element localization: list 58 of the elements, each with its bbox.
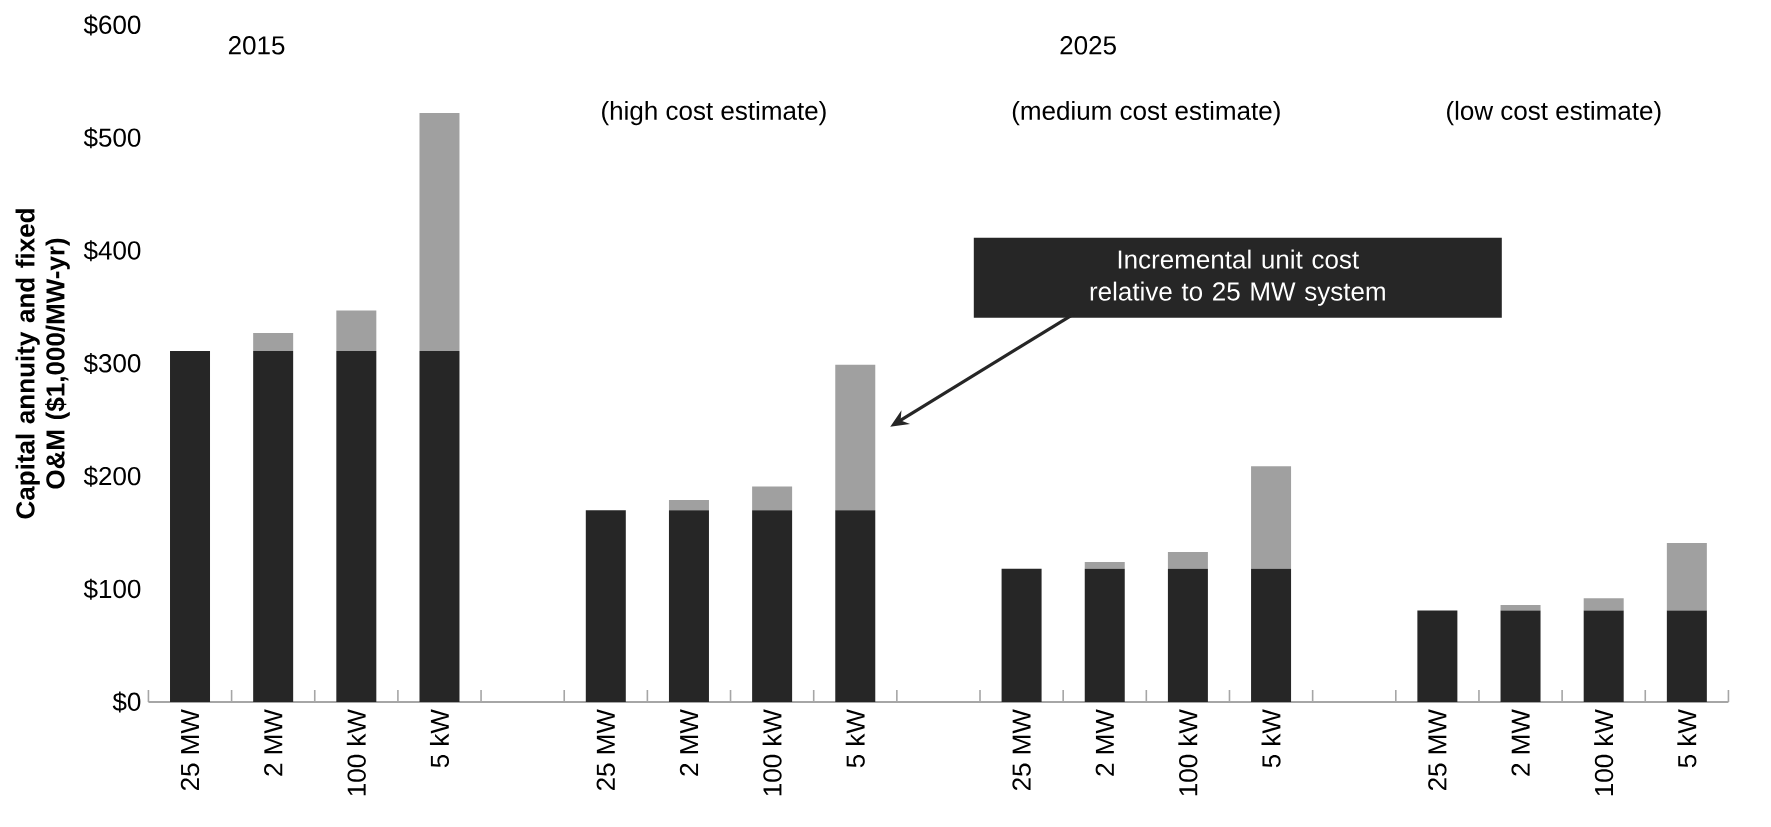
x-tick-label: 100 kW <box>346 709 366 796</box>
bar <box>752 510 793 703</box>
bar <box>1500 610 1541 703</box>
y-tick-label: $400 <box>83 240 141 262</box>
x-tick-label: 5 kW <box>1261 709 1281 768</box>
bar <box>1167 568 1208 703</box>
x-tick-label: 25 MW <box>180 709 200 791</box>
bar <box>253 333 294 352</box>
bar <box>1084 562 1125 569</box>
bar <box>336 351 377 703</box>
annotation: (high cost estimate) <box>602 100 826 126</box>
x-tick-label: 2 MW <box>1095 709 1114 776</box>
bar <box>835 364 876 511</box>
annotation: 2025 <box>1060 36 1116 55</box>
bar <box>1583 598 1624 611</box>
x-tick-label: 100 kW <box>1178 709 1198 796</box>
bar <box>1251 568 1292 703</box>
bar <box>419 113 460 352</box>
x-tick-label: 5 kW <box>429 709 450 768</box>
y-tick-label: $0 <box>112 691 141 713</box>
bar <box>419 351 460 703</box>
y-tick-label: $500 <box>83 127 141 149</box>
bar <box>1666 542 1707 611</box>
bar <box>1500 604 1541 611</box>
bar <box>1084 568 1125 703</box>
annotation: Incremental unit cost relative to 25 MW system <box>1090 249 1385 306</box>
bar <box>1251 466 1292 569</box>
annotation: (low cost estimate) <box>1447 100 1661 126</box>
bar <box>585 510 626 703</box>
y-axis-title: Capital annuity and fixed O&M ($1,000/MW-yr) <box>15 209 70 519</box>
bar <box>1666 610 1707 703</box>
y-tick-label: $100 <box>83 578 141 600</box>
bar <box>1167 551 1208 569</box>
bar <box>253 351 294 703</box>
x-tick-label: 2 MW <box>264 709 283 776</box>
bar <box>835 510 876 703</box>
x-tick-label: 5 kW <box>1677 709 1697 768</box>
x-tick-label: 25 MW <box>1012 709 1031 791</box>
bar <box>668 510 709 703</box>
annotation: (medium cost estimate) <box>1012 100 1280 126</box>
annotation: 2015 <box>228 36 285 55</box>
bar <box>170 351 211 703</box>
x-tick-label: 25 MW <box>1428 709 1447 791</box>
x-tick-label: 2 MW <box>679 709 699 776</box>
bar <box>1583 610 1624 703</box>
bar <box>1417 610 1458 703</box>
y-tick-label: $600 <box>83 14 141 36</box>
bar <box>752 486 793 511</box>
bar <box>668 500 709 511</box>
x-tick-label: 5 kW <box>845 709 865 768</box>
x-tick-label: 25 MW <box>596 709 615 791</box>
x-tick-label: 100 kW <box>1594 709 1614 796</box>
x-tick-label: 100 kW <box>762 709 782 796</box>
y-tick-label: $300 <box>83 352 141 375</box>
x-tick-label: 2 MW <box>1511 709 1530 776</box>
bar <box>1001 568 1042 703</box>
y-tick-label: $200 <box>83 465 141 487</box>
bar <box>336 310 377 352</box>
